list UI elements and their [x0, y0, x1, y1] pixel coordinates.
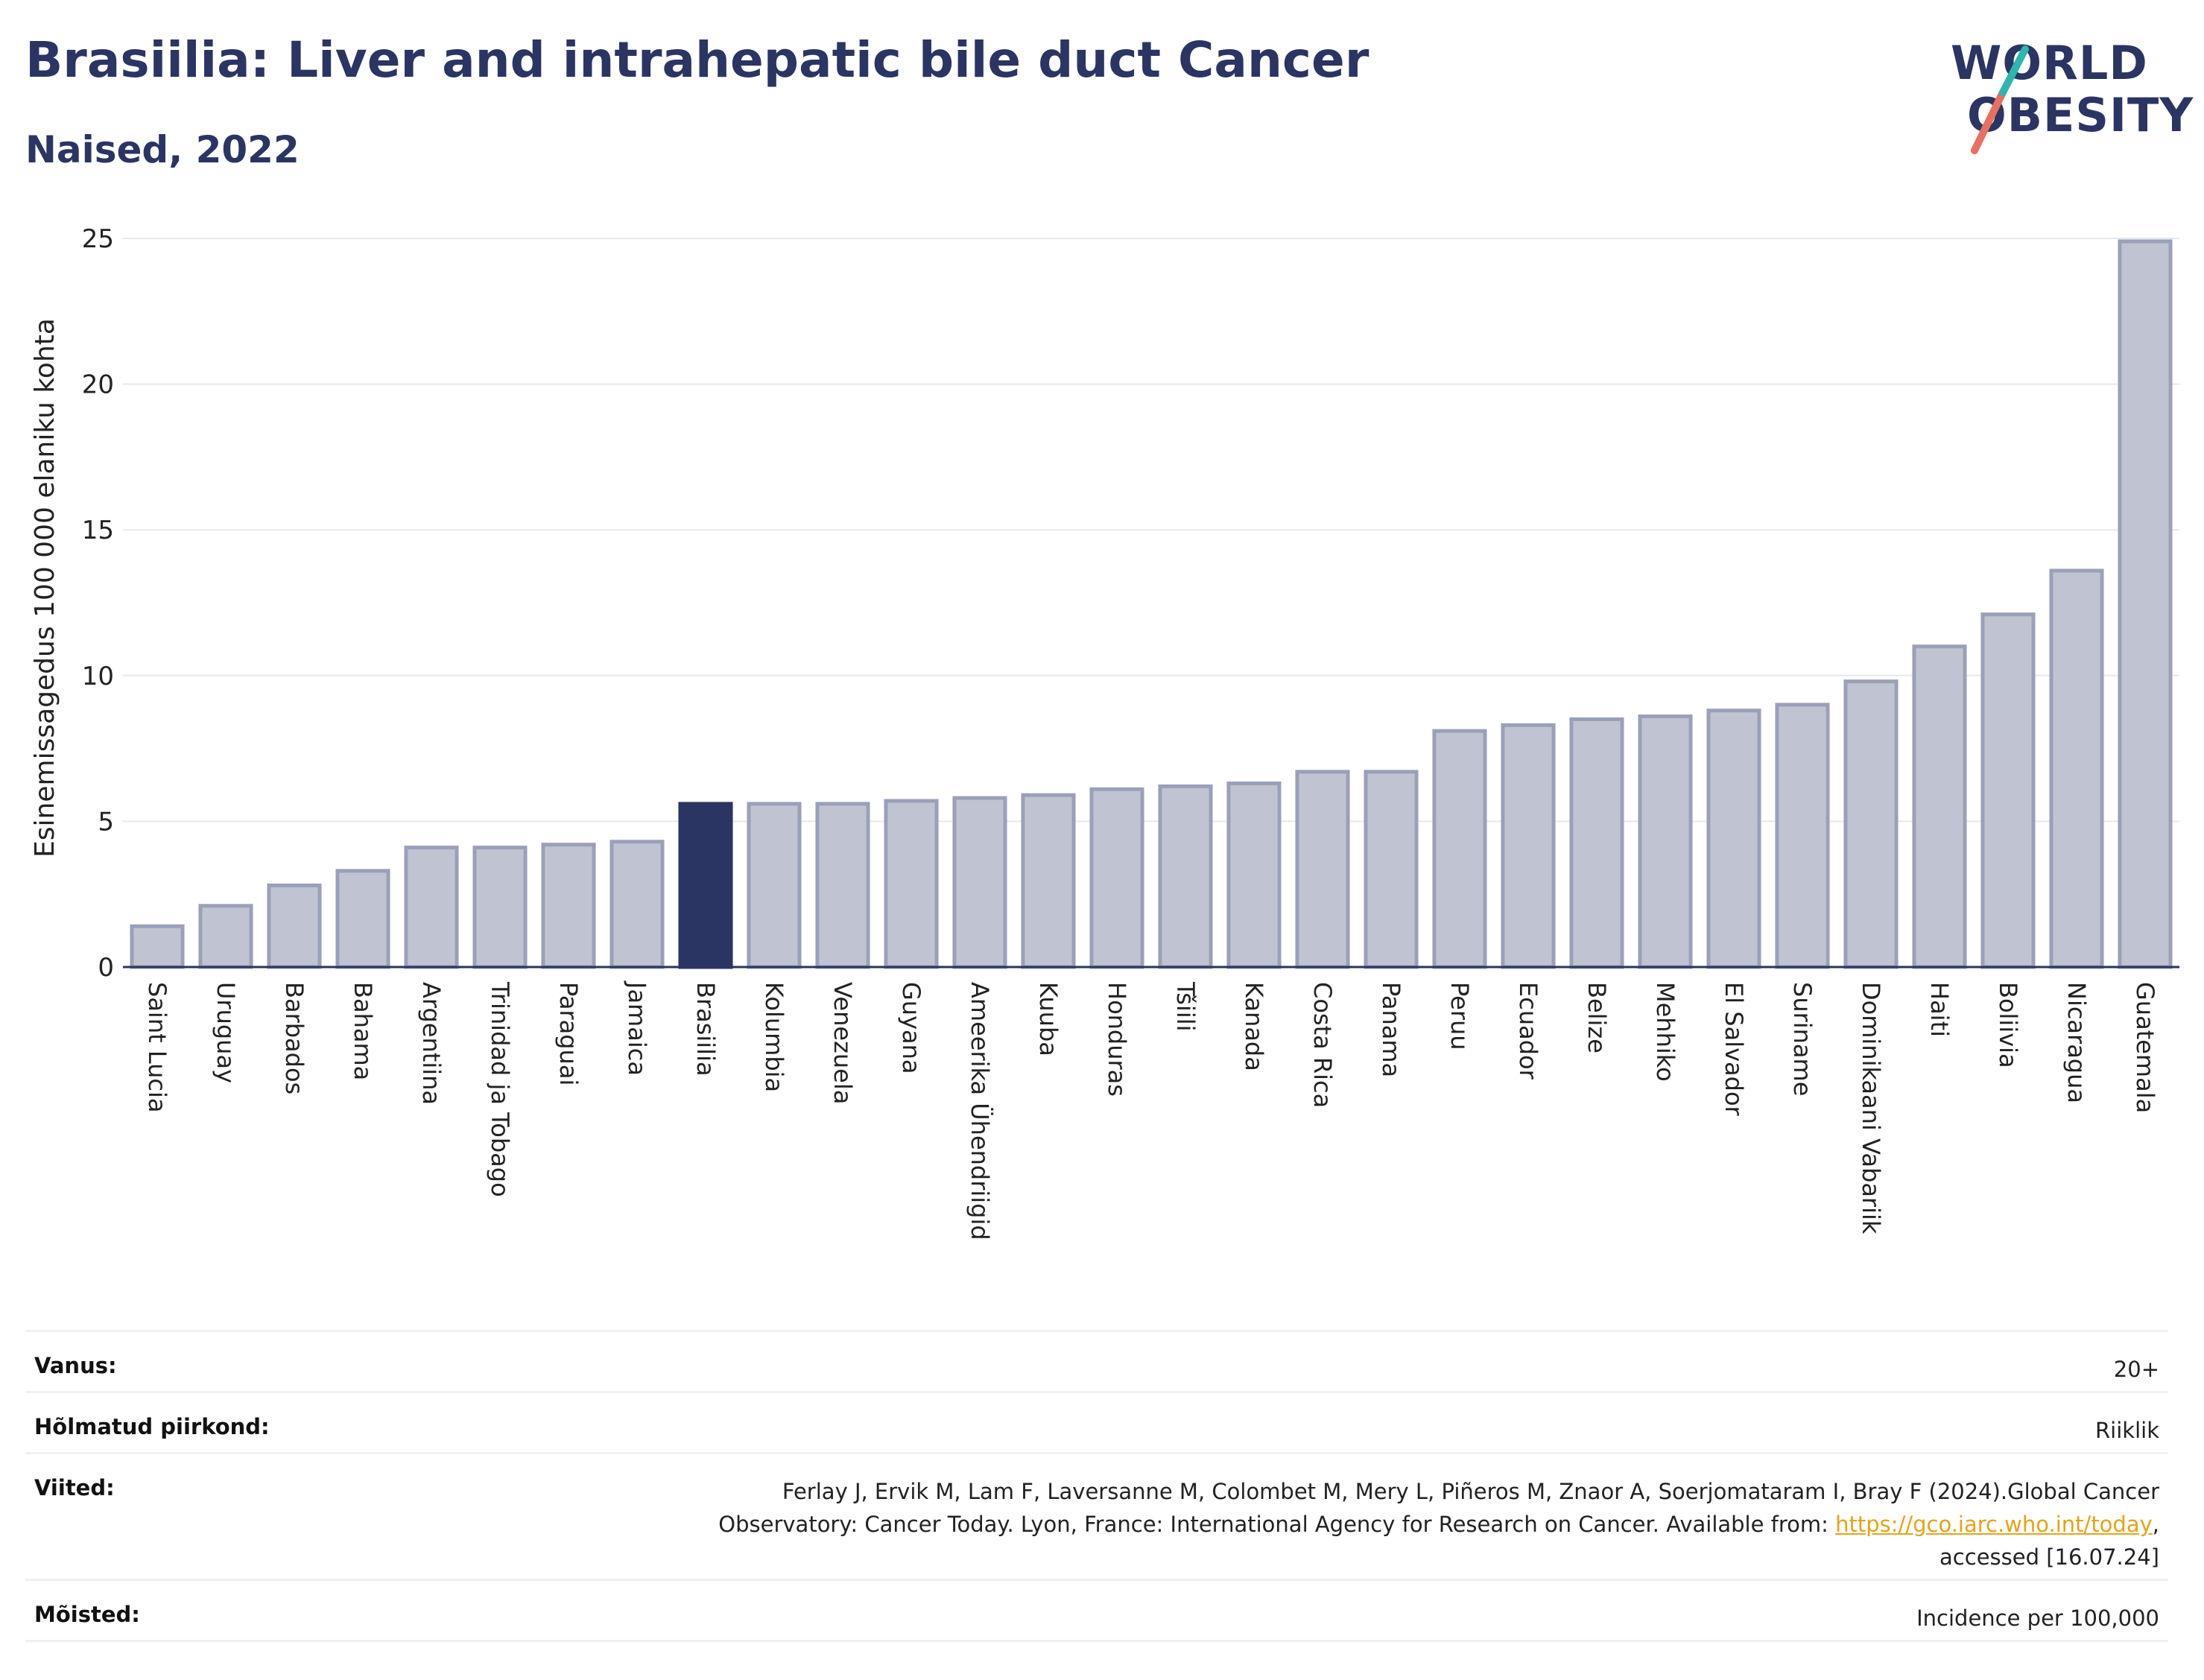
y-tick-label: 10	[82, 662, 114, 691]
bar	[747, 802, 802, 969]
bar	[1775, 703, 1830, 969]
y-tick-label: 15	[82, 516, 114, 545]
bar	[609, 840, 665, 969]
reference-line-2-end: ,	[2152, 1512, 2159, 1537]
x-tick-label: Bahama	[349, 982, 377, 1080]
bar	[1501, 723, 1556, 969]
y-tick-label: 0	[98, 953, 114, 983]
bar	[1706, 709, 1761, 969]
bar	[335, 869, 390, 969]
x-tick-label: Kolumbia	[760, 982, 788, 1092]
info-key-age: Vanus:	[34, 1353, 117, 1378]
bar	[2118, 239, 2173, 969]
x-tick-label: El Salvador	[1720, 982, 1748, 1117]
bar	[1364, 770, 1419, 969]
x-tick-label: Peruu	[1445, 982, 1474, 1050]
bar	[541, 843, 596, 969]
x-tick-label: Trinidad ja Tobago	[486, 981, 514, 1197]
bar	[1569, 717, 1624, 969]
bar	[472, 846, 528, 969]
x-tick-label: Brasiilia	[691, 982, 720, 1077]
info-key-references: Viited:	[34, 1475, 115, 1500]
bar	[952, 796, 1007, 969]
info-value-references: Ferlay J, Ervik M, Lam F, Laversanne M, …	[718, 1475, 2159, 1573]
bar	[1638, 714, 1693, 969]
x-tick-label: Tšiili	[1171, 981, 1200, 1031]
x-tick-label: Guyana	[897, 982, 925, 1074]
x-tick-label: Kanada	[1240, 982, 1268, 1071]
x-tick-label: Uruguay	[212, 982, 240, 1083]
x-tick-label: Boliivia	[1994, 982, 2022, 1068]
reference-line-3: accessed [16.07.24]	[1939, 1544, 2159, 1570]
x-tick-label: Ameerika Ühendriigid	[966, 982, 994, 1240]
x-tick-label: Barbados	[280, 982, 308, 1094]
x-tick-label: Ecuador	[1514, 982, 1542, 1080]
info-value-age: 20+	[2113, 1357, 2159, 1382]
y-tick-label: 25	[82, 224, 114, 254]
bar	[1226, 782, 1282, 969]
bar	[1089, 787, 1144, 969]
reference-link[interactable]: https://gco.iarc.who.int/today	[1835, 1512, 2153, 1537]
info-key-definitions: Mõisted:	[34, 1602, 140, 1627]
bar	[2049, 568, 2104, 969]
reference-line-2: Observatory: Cancer Today. Lyon, France:…	[718, 1508, 2159, 1541]
bar	[130, 924, 185, 969]
info-table-bottom-border	[25, 1640, 2168, 1642]
bar	[1980, 612, 2036, 969]
bar	[1432, 729, 1487, 969]
x-tick-label: Haiti	[1925, 982, 1954, 1037]
bar	[1843, 679, 1899, 969]
bar	[815, 802, 870, 969]
y-axis-label: Esinemissagedus 100 000 elaniku kohta	[30, 318, 60, 858]
y-tick-label: 20	[82, 370, 114, 400]
bar-chart: 0 5 10 15 20 25 Esinemissagedus 100 000 elanik…	[30, 224, 2179, 1240]
x-tick-label: Kuuba	[1034, 982, 1063, 1056]
x-tick-label: Guatemala	[2131, 982, 2159, 1113]
x-tick-label: Dominikaani Vabariik	[1857, 982, 1885, 1234]
x-tick-label: Costa Rica	[1308, 982, 1337, 1108]
x-tick-label: Honduras	[1103, 982, 1131, 1097]
info-row-age: Vanus: 20+	[25, 1330, 2168, 1393]
world-obesity-logo: WORLD OBESITY	[1937, 22, 2193, 164]
x-tick-label: Jamaica	[623, 980, 651, 1076]
bar	[884, 799, 939, 969]
x-tick-label: Panama	[1377, 982, 1405, 1077]
x-tick-label: Paraguai	[554, 982, 583, 1085]
info-row-region: Hõlmatud piirkond: Riiklik	[25, 1391, 2168, 1454]
x-tick-label: Belize	[1583, 982, 1611, 1053]
x-tick-label: Argentiina	[417, 982, 446, 1105]
bar	[198, 904, 253, 969]
info-key-region: Hõlmatud piirkond:	[34, 1414, 270, 1439]
y-tick-label: 5	[98, 807, 114, 837]
logo-slash-icon	[1971, 45, 2029, 154]
info-row-references: Viited: Ferlay J, Ervik M, Lam F, Lavers…	[25, 1452, 2168, 1581]
x-tick-label: Saint Lucia	[143, 982, 171, 1112]
logo-text-world: WORLD	[1951, 36, 2148, 90]
info-row-definitions: Mõisted: Incidence per 100,000	[25, 1579, 2168, 1642]
x-tick-label: Venezuela	[829, 982, 857, 1104]
reference-line-2-text: Observatory: Cancer Today. Lyon, France:…	[718, 1512, 1836, 1537]
bar	[1158, 784, 1213, 969]
x-tick-label: Suriname	[1788, 982, 1817, 1096]
bar	[678, 802, 733, 969]
chart-title: Brasiilia: Liver and intrahepatic bile d…	[25, 31, 1369, 89]
bar	[404, 846, 459, 969]
bar	[1295, 770, 1350, 969]
info-value-region: Riiklik	[2095, 1418, 2159, 1443]
bar	[1021, 793, 1076, 969]
chart-subtitle: Naised, 2022	[25, 128, 300, 171]
reference-line-1: Ferlay J, Ervik M, Lam F, Laversanne M, …	[782, 1479, 2159, 1504]
x-tick-label: Mehhiko	[1651, 982, 1679, 1082]
x-tick-label: Nicaragua	[2062, 982, 2091, 1103]
bar	[1912, 644, 1967, 969]
bar	[267, 883, 322, 969]
info-value-definitions: Incidence per 100,000	[1916, 1605, 2159, 1631]
